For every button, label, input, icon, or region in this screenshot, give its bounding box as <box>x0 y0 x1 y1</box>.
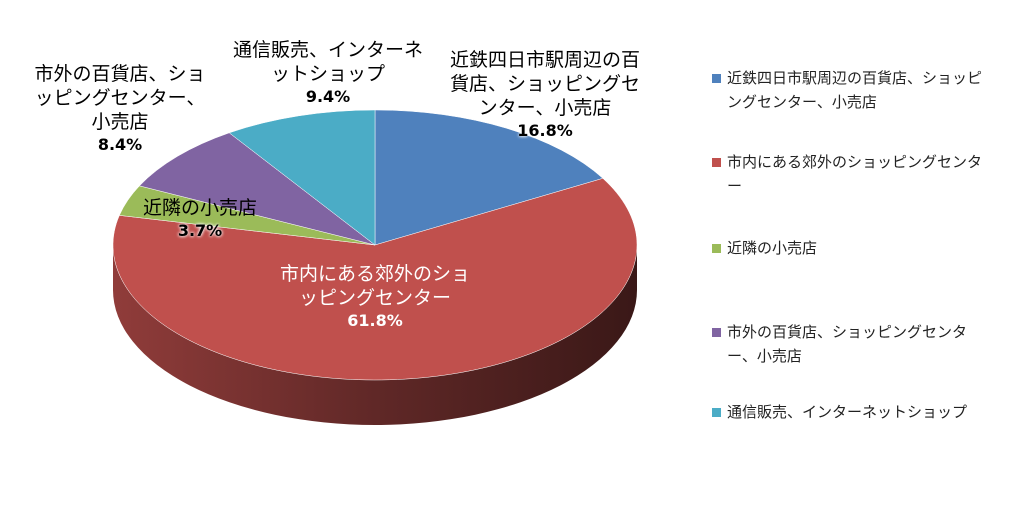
data-label: 市内にある郊外のショッピングセンター 61.8% <box>280 262 470 332</box>
legend-swatch <box>712 328 721 337</box>
legend-label: 通信販売、インターネットショップ <box>727 403 968 421</box>
legend-item: 市外の百貨店、ショッピングセンター、小売店 <box>712 320 982 368</box>
legend-item: 近隣の小売店 <box>712 236 982 260</box>
slice <box>112 178 638 381</box>
category-label: 近隣の小売店 <box>142 197 257 219</box>
legend-label: 近隣の小売店 <box>727 239 818 257</box>
legend-item: 通信販売、インターネットショップ <box>712 400 982 424</box>
legend-swatch <box>712 244 721 253</box>
slice <box>374 109 604 246</box>
value-label: 16.8% <box>517 121 573 140</box>
legend-swatch <box>712 408 721 417</box>
data-label: 近鉄四日市駅周辺の百貨店、ショッピングセンター、小売店 16.8% <box>445 48 645 142</box>
legend-item: 近鉄四日市駅周辺の百貨店、ショッピングセンター、小売店 <box>712 66 982 114</box>
data-label: 近隣の小売店 3.7% <box>95 196 305 242</box>
slice <box>139 132 376 246</box>
value-label: 3.7% <box>177 221 223 240</box>
legend-swatch <box>712 74 721 83</box>
value-label: 8.4% <box>97 135 143 154</box>
legend-label: 市外の百貨店、ショッピングセンター、小売店 <box>727 323 968 365</box>
value-label: 61.8% <box>347 311 403 330</box>
legend-swatch <box>712 158 721 167</box>
category-label: 市内にある郊外のショッピングセンター <box>280 263 471 309</box>
legend-label: 近鉄四日市駅周辺の百貨店、ショッピングセンター、小売店 <box>727 69 983 111</box>
category-label: 通信販売、インターネットショップ <box>233 39 424 85</box>
slice-side <box>113 245 637 425</box>
data-label: 市外の百貨店、ショッピングセンター、小売店 8.4% <box>30 62 210 156</box>
legend-item: 市内にある郊外のショッピングセンター <box>712 150 982 198</box>
data-label: 通信販売、インターネットショップ 9.4% <box>233 38 423 108</box>
slice <box>228 109 376 246</box>
value-label: 9.4% <box>305 87 351 106</box>
category-label: 市外の百貨店、ショッピングセンター、小売店 <box>34 63 206 133</box>
category-label: 近鉄四日市駅周辺の百貨店、ショッピングセンター、小売店 <box>449 49 640 119</box>
legend-label: 市内にある郊外のショッピングセンター <box>727 153 983 195</box>
